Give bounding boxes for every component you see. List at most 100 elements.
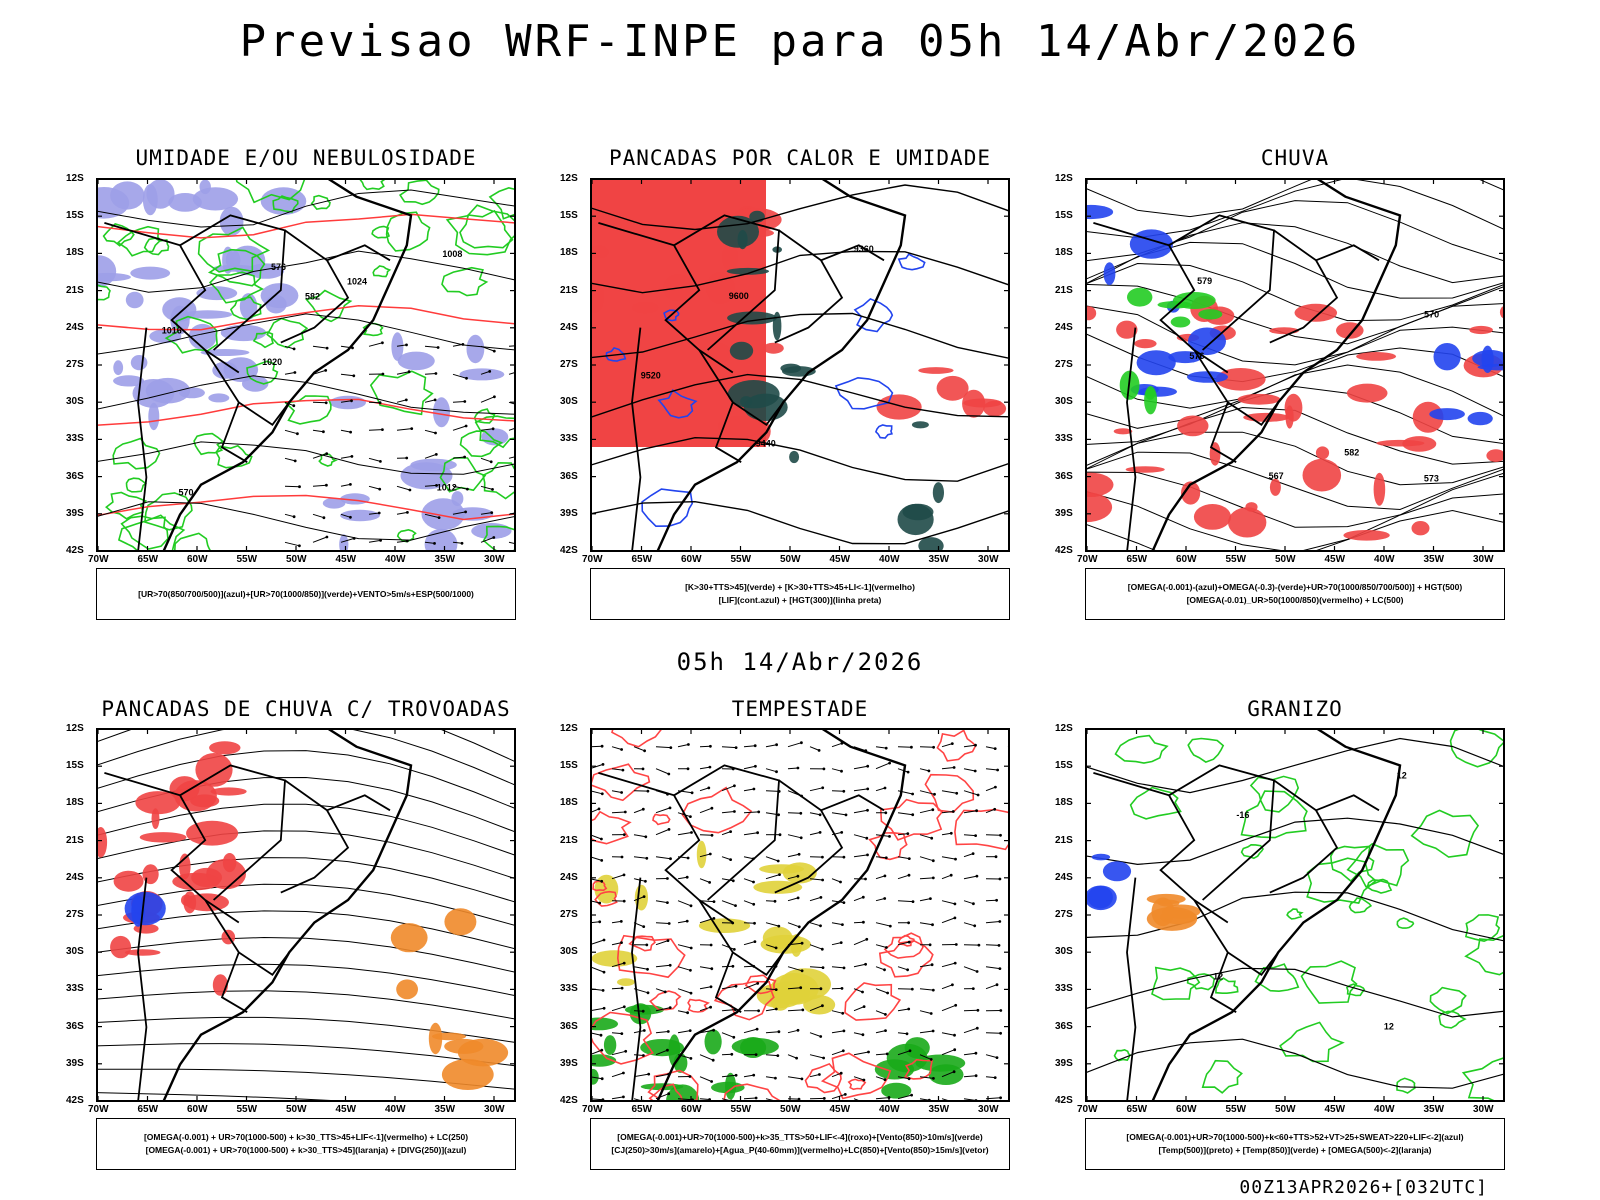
wind-arrow bbox=[677, 944, 692, 949]
coastline bbox=[104, 178, 413, 552]
contour-line bbox=[652, 813, 671, 826]
wind-arrow-head bbox=[910, 1093, 913, 1097]
wind-arrow bbox=[452, 485, 468, 490]
wind-arrow-head bbox=[600, 859, 604, 862]
contour-line bbox=[482, 525, 516, 552]
wind-arrow bbox=[340, 483, 351, 487]
wind-arrow-head bbox=[953, 1033, 956, 1037]
wind-arrow-head bbox=[975, 970, 979, 973]
lon-label: 30W bbox=[484, 1104, 505, 1115]
wind-arrow-head bbox=[292, 515, 296, 519]
wind-arrow bbox=[875, 988, 888, 994]
contour-line bbox=[173, 532, 212, 552]
lon-label: 40W bbox=[385, 1104, 406, 1115]
wind-arrow-head bbox=[598, 920, 602, 924]
wind-arrow bbox=[941, 832, 952, 836]
wind-arrow-head bbox=[907, 1077, 911, 1081]
legend-line: [OMEGA(-0.001)+UR>70(1000-500)+k<60+TTS>… bbox=[1126, 1132, 1464, 1142]
shaded-area bbox=[135, 791, 181, 815]
wind-arrow-head bbox=[908, 1049, 912, 1053]
wind-arrow bbox=[368, 342, 383, 347]
contour-line bbox=[590, 250, 1010, 294]
shaded-area bbox=[471, 523, 512, 539]
contour-line bbox=[1085, 817, 1505, 866]
lat-label: 39S bbox=[560, 1057, 578, 1069]
wind-arrow-head bbox=[460, 541, 464, 545]
wind-arrow-head bbox=[928, 943, 932, 947]
contour-line bbox=[883, 932, 924, 959]
lon-label: 50W bbox=[1275, 554, 1296, 565]
wind-arrow-head bbox=[668, 806, 672, 810]
shaded-area bbox=[1091, 853, 1111, 861]
contour-line bbox=[1085, 451, 1505, 511]
lon-label: 45W bbox=[1324, 554, 1346, 565]
wind-arrow-head bbox=[292, 404, 296, 408]
wind-arrow-head bbox=[688, 1029, 692, 1032]
lat-label: 15S bbox=[560, 210, 578, 222]
wind-arrow-head bbox=[707, 786, 711, 790]
wind-arrow-head bbox=[861, 895, 865, 899]
shaded-area bbox=[1245, 502, 1258, 512]
shaded-area bbox=[444, 908, 477, 936]
legend-line: [K>30+TTS>45](verde) + [K>30+TTS>45+LI<-… bbox=[685, 582, 915, 592]
wind-arrow bbox=[963, 922, 975, 927]
lon-label: 35W bbox=[1423, 1104, 1445, 1115]
wind-arrow-head bbox=[602, 1006, 606, 1010]
wind-arrow-head bbox=[622, 833, 626, 836]
wind-arrow-head bbox=[929, 1058, 933, 1061]
wind-arrow bbox=[919, 834, 932, 839]
wind-arrow-head bbox=[976, 793, 980, 797]
shaded-area bbox=[962, 389, 986, 418]
contour-line bbox=[96, 501, 516, 541]
lon-label: 70W bbox=[1077, 1104, 1098, 1115]
wind-arrow bbox=[853, 938, 867, 946]
shaded-area bbox=[590, 245, 609, 259]
wind-arrow-head bbox=[689, 946, 693, 950]
country-border bbox=[238, 401, 290, 427]
wind-arrow-head bbox=[689, 815, 692, 818]
contour-line bbox=[804, 1062, 842, 1094]
streamline bbox=[96, 830, 516, 880]
lon-label: 30W bbox=[1473, 554, 1494, 565]
wind-arrow-head bbox=[797, 852, 801, 856]
streamline bbox=[96, 728, 516, 786]
wind-arrow-head bbox=[933, 792, 936, 796]
wind-arrow-head bbox=[298, 485, 301, 489]
lon-label: 65W bbox=[1126, 554, 1148, 565]
wind-arrow-head bbox=[865, 836, 869, 840]
shaded-area bbox=[242, 375, 269, 392]
wind-arrow bbox=[853, 765, 868, 770]
lon-label: 55W bbox=[236, 554, 258, 565]
contour-value-label: 12 bbox=[1397, 770, 1407, 780]
lat-label: 33S bbox=[66, 433, 84, 445]
wind-arrow bbox=[765, 1054, 778, 1057]
contour-value-label: 573 bbox=[1424, 473, 1439, 483]
wind-arrow-head bbox=[797, 925, 801, 929]
wind-arrow-head bbox=[292, 347, 296, 351]
wind-arrow-head bbox=[733, 810, 736, 813]
wind-arrow bbox=[919, 964, 933, 968]
country-border bbox=[631, 327, 642, 552]
wind-arrow-head bbox=[774, 1076, 777, 1080]
wind-arrow bbox=[765, 1008, 777, 1012]
wind-arrow-head bbox=[708, 765, 712, 769]
wind-arrow bbox=[787, 966, 803, 972]
wind-arrow bbox=[985, 984, 998, 990]
wind-arrow-head bbox=[437, 516, 441, 519]
legend-chuva: [OMEGA(-0.001)-(azul)+OMEGA(-0.3)-(verde… bbox=[1085, 568, 1505, 620]
contour-line bbox=[105, 491, 148, 520]
lat-label: 27S bbox=[66, 359, 84, 370]
wind-arrow-head bbox=[883, 968, 886, 972]
wind-arrow bbox=[424, 513, 440, 519]
wind-arrow-head bbox=[712, 1028, 715, 1032]
wind-arrow-head bbox=[622, 873, 626, 877]
wind-arrow bbox=[633, 808, 644, 814]
shaded-area bbox=[222, 246, 234, 274]
wind-arrow bbox=[284, 457, 296, 462]
valid-time-title: 05h 14/Abr/2026 bbox=[676, 648, 924, 676]
wind-arrow bbox=[480, 370, 490, 375]
wind-arrow bbox=[897, 874, 910, 880]
shaded-area bbox=[590, 280, 605, 313]
shaded-area bbox=[1087, 885, 1113, 909]
